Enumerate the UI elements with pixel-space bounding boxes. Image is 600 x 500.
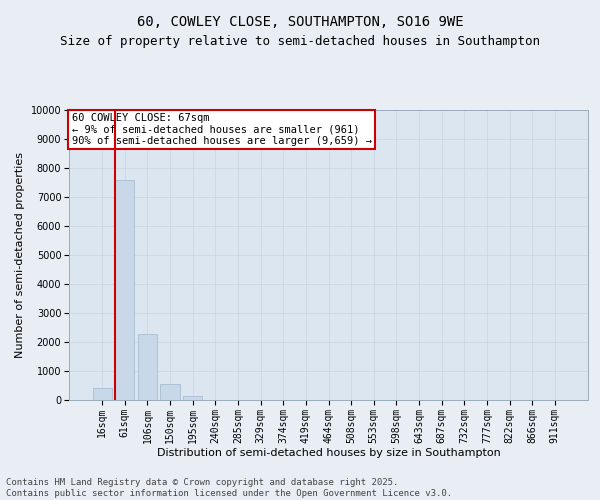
Bar — [183, 396, 202, 400]
Text: Size of property relative to semi-detached houses in Southampton: Size of property relative to semi-detach… — [60, 34, 540, 48]
Text: 60 COWLEY CLOSE: 67sqm
← 9% of semi-detached houses are smaller (961)
90% of sem: 60 COWLEY CLOSE: 67sqm ← 9% of semi-deta… — [71, 113, 371, 146]
Bar — [92, 388, 112, 400]
Text: 60, COWLEY CLOSE, SOUTHAMPTON, SO16 9WE: 60, COWLEY CLOSE, SOUTHAMPTON, SO16 9WE — [137, 16, 463, 30]
Y-axis label: Number of semi-detached properties: Number of semi-detached properties — [15, 152, 25, 358]
Bar — [160, 384, 180, 400]
Text: Contains HM Land Registry data © Crown copyright and database right 2025.
Contai: Contains HM Land Registry data © Crown c… — [6, 478, 452, 498]
Bar — [115, 180, 134, 400]
Bar — [138, 334, 157, 400]
X-axis label: Distribution of semi-detached houses by size in Southampton: Distribution of semi-detached houses by … — [157, 448, 500, 458]
